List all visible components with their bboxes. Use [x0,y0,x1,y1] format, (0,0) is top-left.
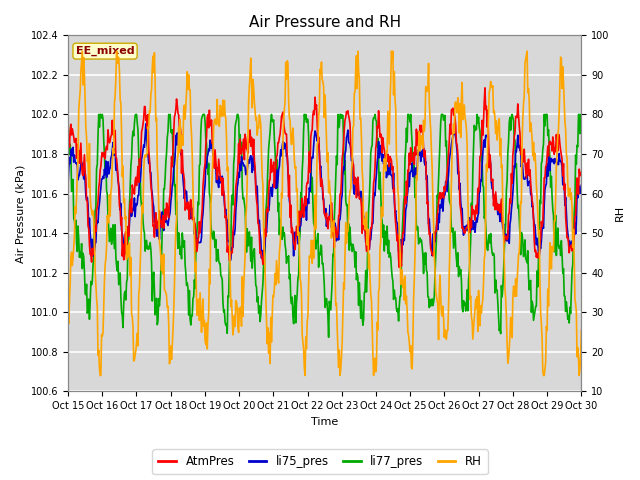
Text: EE_mixed: EE_mixed [76,46,134,56]
Legend: AtmPres, li75_pres, li77_pres, RH: AtmPres, li75_pres, li77_pres, RH [152,449,488,474]
Y-axis label: Air Pressure (kPa): Air Pressure (kPa) [15,164,25,263]
Title: Air Pressure and RH: Air Pressure and RH [248,15,401,30]
X-axis label: Time: Time [311,417,339,427]
Y-axis label: RH: RH [615,205,625,221]
